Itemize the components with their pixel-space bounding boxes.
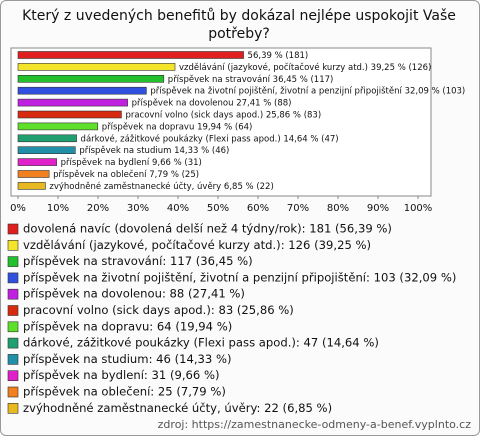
legend-label: dárkové, zážitkové poukázky (Flexi pass … [23,336,379,350]
bar [17,134,77,143]
plot-frame [10,47,432,197]
bar [17,122,99,131]
x-tick-label: 20% [87,203,109,214]
bar [17,146,76,154]
value-label: 6,85 % (22) [224,181,274,191]
value-label: 25,86 % (83) [266,110,321,120]
bar [17,63,176,71]
bar-category: příspěvek na oblečení [53,169,147,180]
x-tick-label: 60% [247,203,269,214]
bar [17,51,244,59]
value-label: 9,66 % (31) [152,158,202,168]
legend-label: příspěvek na oblečení: 25 (7,79 %) [23,385,226,399]
bar-label: vzdělávání (jazykové, počítačové kurzy a… [179,61,431,72]
x-tick-label: 80% [327,203,349,214]
legend-swatch [7,337,19,349]
x-tick-label: 50% [207,203,229,214]
bar-category: příspěvek na dovolenou [132,98,234,108]
legend-label: dovolená navíc (dovolená delší než 4 týd… [23,222,392,236]
legend-label: příspěvek na dovolenou: 88 (27,41 %) [23,287,245,301]
value-label: 27,41 % (88) [236,98,291,108]
bar [17,98,128,107]
value-label: 36,45 % (117) [273,74,334,84]
value-label: 7,79 % (25) [149,170,199,180]
bar-label: zvýhodněné zaměstnanecké účty, úvěry 6,8… [49,180,273,191]
bar-category: příspěvek na studium [79,146,171,156]
bar-category: pracovní volno (sick days apod.) [125,110,263,120]
legend-swatch [7,321,19,333]
x-tick-label: 0% [10,203,26,214]
legend-swatch [7,402,19,414]
legend-swatch [7,223,19,235]
x-tick-label: 30% [127,203,149,214]
bar-label: příspěvek na dopravu 19,94 % (64) [102,122,253,132]
value-label: 14,33 % (46) [174,146,229,156]
legend-label: příspěvek na stravování: 117 (36,45 %) [23,254,253,268]
bar [17,182,46,190]
bar-category: příspěvek na stravování [168,74,271,84]
bar-category: příspěvek na dopravu [102,122,195,132]
x-tick-label: 70% [287,203,309,214]
x-tick-label: 100% [404,203,433,214]
legend-swatch [7,305,19,316]
bar-label: příspěvek na dovolenou 27,41 % (88) [132,98,292,108]
bar-label: příspěvek na oblečení 7,79 % (25) [53,169,199,180]
legend-label: zvýhodněné zaměstnanecké účty, úvěry: 22… [23,401,332,415]
bar [17,86,147,95]
legend-swatch [7,272,19,284]
bar-label: příspěvek na studium 14,33 % (46) [79,146,229,156]
value-label: 19,94 % (64) [197,122,252,132]
legend-label: příspěvek na dopravu: 64 (19,94 %) [23,319,232,333]
bar [17,158,57,166]
bar-label: příspěvek na stravování 36,45 % (117) [168,74,334,84]
legend-label: vzdělávání (jazykové, počítačové kurzy a… [23,238,371,252]
bar-category: příspěvek na životní pojištění, životní … [150,85,402,96]
bar-label: pracovní volno (sick days apod.) 25,86 %… [125,110,321,120]
legend-swatch [7,256,19,267]
value-label: 39,25 % (126) [371,62,432,72]
bar-label: 56,39 % (181) [248,51,309,61]
value-label: 14,64 % (47) [283,134,338,144]
x-tick-label: 40% [167,203,189,214]
bar [17,110,122,119]
bar-category: vzdělávání (jazykové, počítačové kurzy a… [179,61,368,72]
legend-label: příspěvek na životní pojištění, životní … [23,270,456,284]
legend-label: pracovní volno (sick days apod.): 83 (25… [23,303,294,317]
bar-category: zvýhodněné zaměstnanecké účty, úvěry [49,180,221,191]
legend-swatch [7,288,19,300]
bar-category: příspěvek na bydlení [61,158,150,168]
bar [17,75,165,83]
source: zdroj: https://zamestnanecke-odmeny-a-be… [158,418,472,431]
x-tick-label: 10% [47,203,69,214]
legend-swatch [7,354,19,365]
bar [17,170,50,178]
value-label: 32,09 % (103) [405,86,466,96]
legend-swatch [7,386,19,398]
legend-label: příspěvek na studium: 46 (14,33 %) [23,352,232,366]
bar-label: příspěvek na životní pojištění, životní … [150,85,465,96]
bar-label: příspěvek na bydlení 9,66 % (31) [61,158,202,168]
chart-title: Který z uvedených benefitů by dokázal ne… [22,8,456,42]
legend-label: příspěvek na bydlení: 31 (9,66 %) [23,368,220,382]
legend-swatch [7,370,19,382]
legend-swatch [7,240,19,251]
x-tick-label: 90% [367,203,389,214]
bar-category: dárkové, zážitkové poukázky (Flexi pass … [81,133,281,144]
bar-label: dárkové, zážitkové poukázky (Flexi pass … [81,133,339,144]
value-label: 56,39 % (181) [248,51,309,61]
